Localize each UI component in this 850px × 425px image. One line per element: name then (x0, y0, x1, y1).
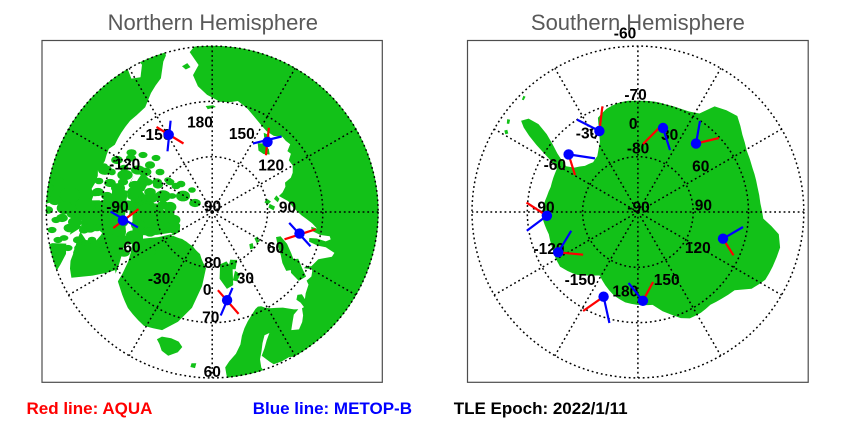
svg-text:30: 30 (237, 270, 254, 287)
svg-text:-90: -90 (627, 200, 649, 217)
svg-text:-80: -80 (627, 141, 649, 158)
svg-text:Northern Hemisphere: Northern Hemisphere (108, 10, 318, 35)
svg-text:Red line: AQUA: Red line: AQUA (27, 399, 153, 418)
svg-text:90: 90 (204, 198, 221, 215)
svg-text:-90: -90 (106, 199, 128, 216)
svg-text:0: 0 (629, 116, 638, 133)
svg-text:-30: -30 (148, 271, 170, 288)
svg-text:180: 180 (187, 114, 213, 131)
svg-text:-60: -60 (544, 157, 566, 174)
svg-text:70: 70 (202, 310, 219, 327)
svg-text:-60: -60 (118, 239, 140, 256)
svg-text:Southern Hemisphere: Southern Hemisphere (531, 10, 745, 35)
svg-text:90: 90 (695, 198, 712, 215)
svg-text:80: 80 (204, 255, 221, 272)
svg-text:-120: -120 (109, 156, 140, 173)
svg-text:60: 60 (267, 240, 284, 257)
svg-text:60: 60 (692, 159, 709, 176)
svg-text:90: 90 (279, 199, 296, 216)
svg-text:-70: -70 (624, 87, 646, 104)
svg-text:150: 150 (654, 272, 680, 289)
svg-text:120: 120 (258, 158, 284, 175)
svg-text:60: 60 (204, 364, 221, 381)
svg-text:150: 150 (229, 126, 255, 143)
svg-text:TLE Epoch: 2022/1/11: TLE Epoch: 2022/1/11 (454, 399, 628, 418)
svg-text:Blue line: METOP-B: Blue line: METOP-B (253, 399, 412, 418)
svg-text:-30: -30 (576, 126, 598, 143)
svg-text:0: 0 (203, 282, 212, 299)
svg-text:120: 120 (685, 240, 711, 257)
svg-text:-150: -150 (565, 272, 596, 289)
svg-text:-60: -60 (614, 25, 636, 42)
